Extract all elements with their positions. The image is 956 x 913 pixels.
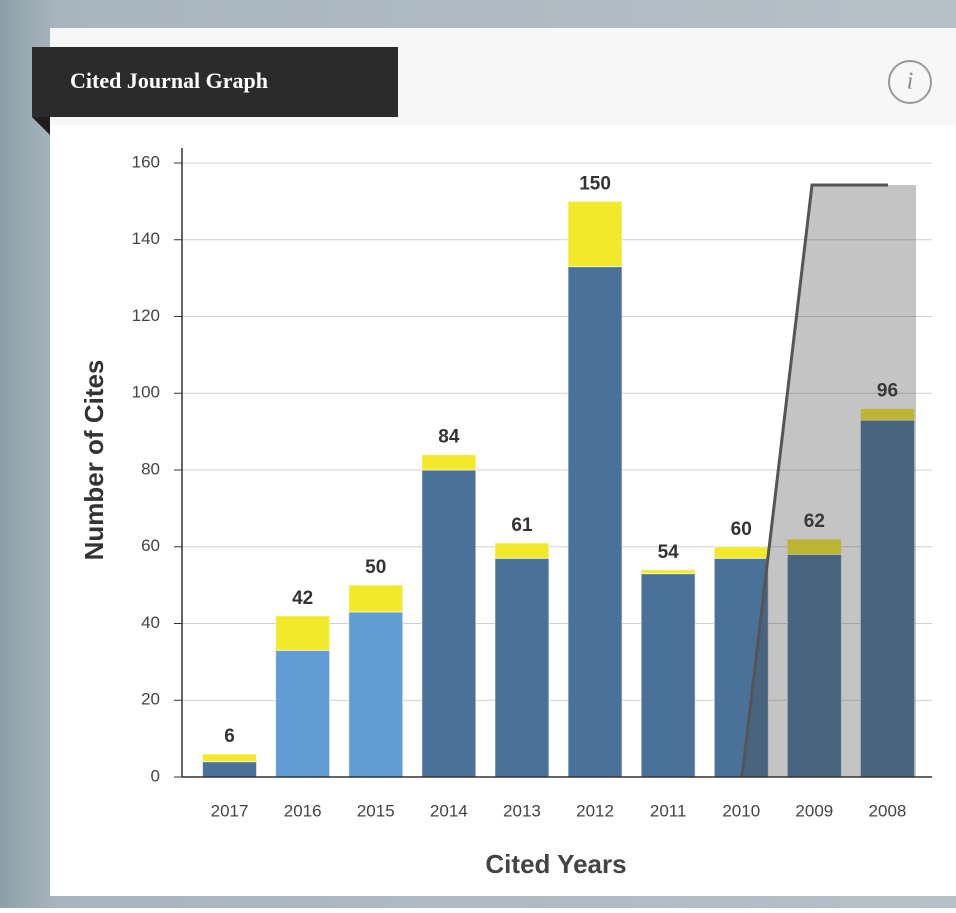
bar-segment [275,649,331,778]
y-tick-label: 140 [132,229,160,248]
bar-segment [348,611,404,778]
panel-title: Cited Journal Graph [70,68,268,93]
bar-segment [421,454,477,471]
bar-segment [348,584,404,613]
x-axis-title: Cited Years [485,849,626,879]
y-tick-label: 100 [132,383,160,402]
data-label: 54 [658,542,680,563]
y-tick-label: 40 [141,613,160,632]
data-label: 50 [365,557,386,578]
y-tick-label: 20 [141,690,160,709]
x-tick-label: 2014 [430,801,468,820]
bar-segment [713,546,769,559]
half-life-outline [740,183,888,778]
x-tick-label: 2017 [211,801,249,820]
x-tick-label: 2015 [357,801,395,820]
data-label: 150 [579,173,611,194]
bar-segment [859,408,915,421]
x-tick-label: 2010 [722,801,760,820]
bar-segment [713,557,769,778]
y-tick-label: 60 [141,536,160,555]
info-icon[interactable] [888,60,932,104]
bar-segment [202,761,258,778]
bar-segment [786,538,842,555]
bar-segment [494,542,550,559]
x-tick-label: 2016 [284,801,322,820]
data-label: 62 [804,511,825,532]
bar-segment [421,469,477,778]
y-axis-title: Number of Cites [79,360,109,561]
bar-segment [275,615,331,651]
x-tick-label: 2008 [869,801,907,820]
bar-segment [640,569,696,575]
x-tick-label: 2013 [503,801,541,820]
x-tick-label: 2009 [795,801,833,820]
bar-segment [640,573,696,778]
x-tick-label: 2011 [650,801,687,820]
bar-segment [567,266,623,778]
data-label: 96 [877,381,898,402]
x-tick-label: 2012 [576,801,614,820]
bar-segment [859,419,915,778]
tab-fold [32,117,50,135]
title-tab [32,47,398,117]
data-label: 84 [438,427,460,448]
data-label: 60 [731,519,752,540]
y-tick-label: 120 [132,306,160,325]
half-life-shade [742,185,916,777]
y-tick-label: 0 [151,766,160,785]
bar-segment [567,200,623,268]
plot: 0 20 40 60 80 100 120 140 160 2017 6 2016 42 2015 50 20… [132,152,932,820]
data-label: 6 [224,726,235,747]
bar-segment [202,753,258,763]
data-label: 42 [292,588,313,609]
y-tick-label: 80 [141,459,160,478]
bar-segment [494,557,550,778]
data-label: 61 [511,515,533,536]
y-tick-label: 160 [132,152,160,171]
info-icon-glyph: i [907,69,914,95]
